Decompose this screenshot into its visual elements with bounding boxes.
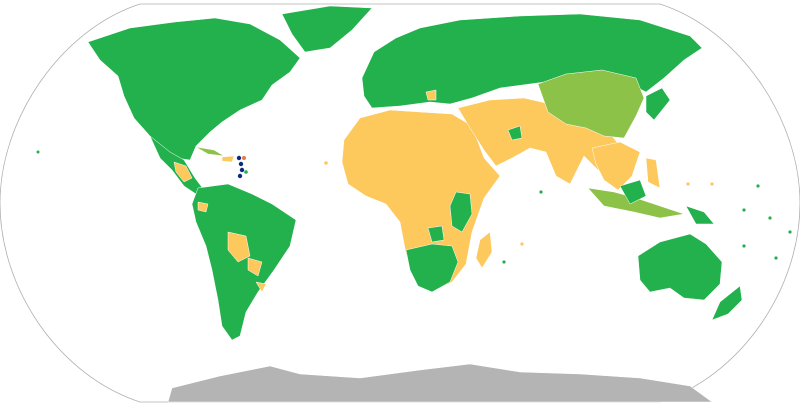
marker-yellow — [324, 161, 328, 165]
region-southern-africa-green — [405, 243, 459, 293]
region-australia — [637, 233, 723, 301]
region-paraguay — [247, 257, 263, 277]
marker-navy — [238, 161, 244, 167]
region-uruguay — [255, 281, 267, 293]
marker-navy — [236, 155, 242, 161]
marker-green — [539, 190, 543, 194]
region-south-america — [191, 183, 297, 341]
region-north-america — [87, 17, 301, 161]
region-indonesia — [587, 187, 685, 219]
marker-green — [742, 244, 746, 248]
region-central-america-yellow — [173, 161, 193, 183]
marker-green — [774, 256, 778, 260]
region-china-mongolia — [537, 69, 645, 139]
region-balkans-yellow — [425, 89, 437, 101]
region-madagascar — [475, 231, 493, 269]
small-island-markers — [36, 150, 792, 264]
region-new-zealand — [711, 285, 743, 321]
region-bolivia — [227, 231, 251, 263]
region-southeast-asia — [591, 141, 641, 191]
marker-green — [756, 184, 760, 188]
marker-yellow — [520, 242, 524, 246]
marker-green — [36, 150, 40, 154]
region-east-africa-green — [449, 191, 473, 233]
marker-green — [742, 208, 746, 212]
region-africa — [341, 109, 501, 293]
marker-orange — [242, 156, 246, 160]
region-cuba — [195, 146, 225, 157]
marker-yellow — [710, 182, 714, 186]
region-philippines — [645, 157, 661, 189]
marker-green — [788, 230, 792, 234]
region-korea-japan — [645, 87, 671, 121]
region-europe-russia — [361, 13, 703, 109]
marker-navy — [237, 173, 243, 179]
region-arabia-green — [507, 125, 523, 141]
marker-green — [768, 216, 772, 220]
region-hispaniola — [221, 155, 235, 163]
marker-green — [502, 260, 506, 264]
region-greenland — [281, 5, 373, 53]
marker-navy — [239, 167, 245, 173]
region-antarctica — [167, 363, 713, 403]
region-central-africa-green — [427, 225, 445, 243]
marker-yellow — [686, 182, 690, 186]
marker-green — [244, 170, 248, 174]
region-ecuador — [197, 201, 209, 213]
region-borneo-green — [619, 179, 647, 205]
region-papua-new-guinea — [685, 205, 715, 225]
